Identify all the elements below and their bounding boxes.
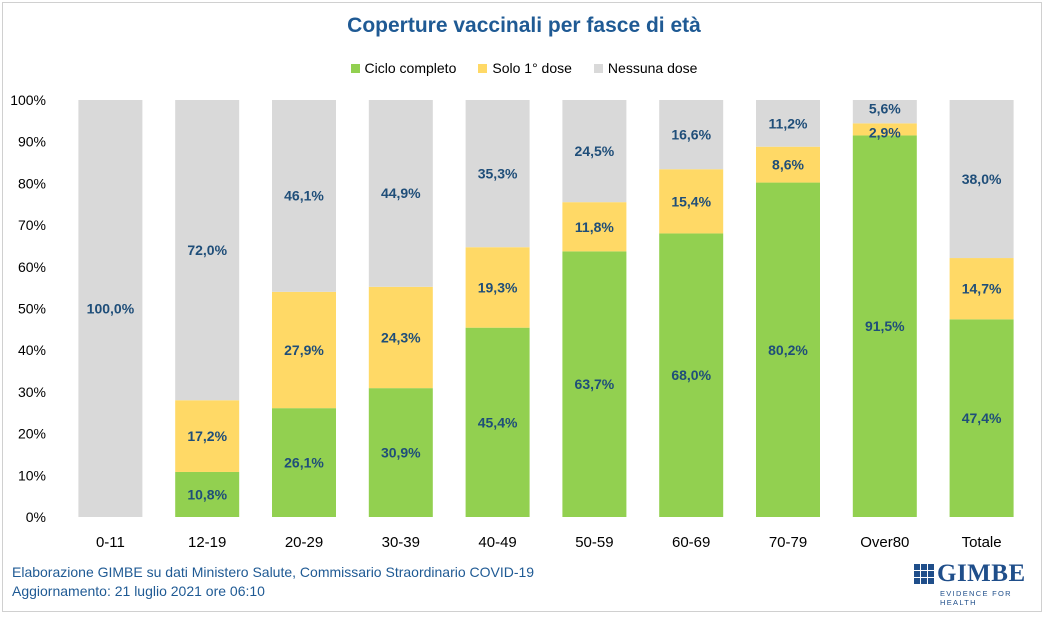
legend-swatch-solo-prima-dose — [478, 63, 488, 73]
bar-segment-ciclo-completo-12-19 — [175, 471, 240, 517]
y-tick-label: 80% — [18, 175, 46, 191]
data-label: 27,9% — [284, 342, 324, 358]
data-label: 38,0% — [962, 171, 1002, 187]
logo-wordmark: GIMBE — [937, 560, 1026, 587]
y-tick-label: 10% — [18, 467, 46, 483]
x-tick-label: 60-69 — [672, 534, 710, 551]
data-label: 47,4% — [962, 410, 1002, 426]
y-tick-label: 20% — [18, 426, 46, 442]
data-label: 68,0% — [671, 367, 711, 383]
x-tick-label: 12-19 — [188, 534, 226, 551]
data-label: 8,6% — [772, 157, 804, 173]
data-label: 11,2% — [769, 115, 808, 131]
logo-tagline: EVIDENCE FOR HEALTH — [940, 589, 1012, 607]
legend-item-nessuna-dose: Nessuna dose — [593, 60, 698, 76]
data-label: 2,9% — [869, 124, 901, 140]
bar-segment-nessuna-dose-60-69 — [659, 100, 724, 170]
bar-segment-nessuna-dose-30-39 — [368, 100, 433, 287]
data-label: 17,2% — [187, 428, 227, 444]
y-tick-label: 50% — [18, 301, 46, 317]
bar-segment-nessuna-dose-40-49 — [465, 100, 530, 248]
data-label: 11,8% — [575, 219, 614, 235]
bar-segment-solo-1-dose-totale — [949, 258, 1014, 320]
chart-legend: Ciclo completo Solo 1° dose Nessuna dose — [0, 60, 1048, 76]
bar-segment-ciclo-completo-totale — [949, 319, 1014, 517]
bar-segment-ciclo-completo-30-39 — [368, 388, 433, 517]
data-label: 19,3% — [478, 279, 518, 295]
bar-segment-ciclo-completo-50-59 — [562, 251, 627, 517]
data-label: 24,5% — [575, 143, 615, 159]
bar-segment-solo-1-dose-over80 — [852, 123, 917, 136]
source-note: Elaborazione GIMBE su dati Ministero Sal… — [12, 564, 535, 580]
bar-segment-solo-1-dose-50-59 — [562, 202, 627, 252]
data-label: 80,2% — [768, 342, 808, 358]
bar-segment-ciclo-completo-20-29 — [272, 408, 336, 517]
bar-segment-nessuna-dose-70-79 — [756, 100, 820, 147]
data-label: 35,3% — [478, 166, 518, 182]
x-tick-label: 30-39 — [382, 534, 420, 551]
logo-grid-icon — [914, 564, 934, 584]
bar-segment-nessuna-dose-12-19 — [175, 100, 240, 401]
legend-swatch-ciclo-completo — [350, 63, 360, 73]
data-label: 44,9% — [381, 185, 421, 201]
x-tick-label: 50-59 — [575, 534, 613, 551]
legend-swatch-nessuna-dose — [593, 63, 603, 73]
data-label: 15,4% — [671, 193, 711, 209]
bar-segment-nessuna-dose-20-29 — [272, 100, 336, 292]
y-tick-label: 100% — [10, 92, 46, 108]
data-label: 30,9% — [381, 445, 421, 461]
data-label: 46,1% — [284, 188, 324, 204]
x-tick-label: 40-49 — [478, 534, 516, 551]
y-tick-label: 30% — [18, 384, 46, 400]
data-label: 5,6% — [869, 101, 901, 117]
bar-segment-ciclo-completo-40-49 — [465, 327, 530, 517]
y-tick-label: 40% — [18, 342, 46, 358]
bar-segment-nessuna-dose-totale — [949, 100, 1014, 259]
source-footer: Elaborazione GIMBE su dati Ministero Sal… — [12, 563, 534, 601]
data-label: 91,5% — [865, 318, 905, 334]
bar-segment-nessuna-dose-50-59 — [562, 100, 627, 203]
bar-segment-ciclo-completo-60-69 — [659, 233, 724, 517]
bar-segment-solo-1-dose-12-19 — [175, 400, 240, 472]
bar-segment-solo-1-dose-20-29 — [272, 291, 336, 409]
legend-label-nessuna-dose: Nessuna dose — [607, 60, 698, 76]
update-timestamp: Aggiornamento: 21 luglio 2021 ore 06:10 — [12, 583, 265, 599]
data-label: 26,1% — [284, 455, 324, 471]
x-tick-label: Over80 — [860, 534, 909, 551]
y-tick-label: 60% — [18, 259, 46, 275]
gimbe-logo: GIMBE EVIDENCE FOR HEALTH — [914, 560, 1026, 607]
bar-segment-nessuna-dose-over80 — [852, 100, 917, 124]
bar-segment-solo-1-dose-30-39 — [368, 286, 433, 389]
data-label: 14,7% — [962, 281, 1002, 297]
bar-segment-ciclo-completo-70-79 — [756, 182, 820, 518]
x-tick-label: 20-29 — [285, 534, 323, 551]
x-tick-label: 70-79 — [769, 534, 807, 551]
data-label: 100,0% — [87, 301, 135, 317]
bar-segment-nessuna-dose-0-11 — [78, 100, 143, 517]
y-tick-label: 90% — [18, 134, 46, 150]
stacked-bar-chart: 0% 10% 20% 30% 40% 50% 60% 70% 80% 90% 100% 0-11 12-… — [10, 92, 1014, 551]
data-label: 24,3% — [381, 329, 421, 345]
data-label: 16,6% — [671, 127, 711, 143]
chart-title: Coperture vaccinali per fasce di età — [347, 14, 701, 37]
bar-segment-solo-1-dose-40-49 — [465, 247, 530, 328]
legend-item-solo-prima-dose: Solo 1° dose — [478, 60, 572, 76]
data-label: 10,8% — [187, 486, 227, 502]
bar-segment-ciclo-completo-over80 — [852, 135, 917, 517]
x-tick-label: 0-11 — [96, 534, 125, 551]
data-label: 45,4% — [478, 414, 518, 430]
legend-item-ciclo-completo: Ciclo completo — [350, 60, 457, 76]
y-tick-label: 70% — [18, 217, 46, 233]
y-tick-label: 0% — [26, 509, 46, 525]
x-tick-label: Totale — [962, 534, 1002, 551]
data-label: 72,0% — [187, 242, 227, 258]
bar-segment-solo-1-dose-70-79 — [756, 146, 820, 183]
legend-label-solo-prima-dose: Solo 1° dose — [492, 60, 572, 76]
data-label: 63,7% — [575, 376, 615, 392]
bar-segment-solo-1-dose-60-69 — [659, 169, 724, 234]
legend-label-ciclo-completo: Ciclo completo — [364, 60, 457, 76]
